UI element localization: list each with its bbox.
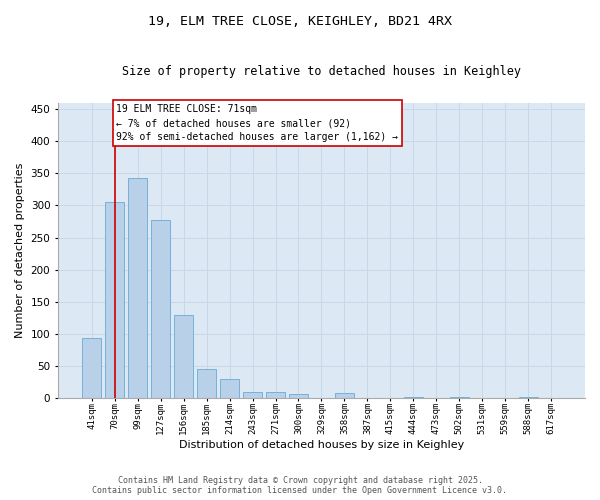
Bar <box>128 178 148 398</box>
Text: Contains HM Land Registry data © Crown copyright and database right 2025.
Contai: Contains HM Land Registry data © Crown c… <box>92 476 508 495</box>
Y-axis label: Number of detached properties: Number of detached properties <box>15 162 25 338</box>
Bar <box>243 392 262 398</box>
Title: Size of property relative to detached houses in Keighley: Size of property relative to detached ho… <box>122 65 521 78</box>
Bar <box>220 379 239 398</box>
Bar <box>174 314 193 398</box>
Text: 19 ELM TREE CLOSE: 71sqm
← 7% of detached houses are smaller (92)
92% of semi-de: 19 ELM TREE CLOSE: 71sqm ← 7% of detache… <box>116 104 398 142</box>
Bar <box>197 368 217 398</box>
Bar <box>289 394 308 398</box>
Bar <box>335 393 354 398</box>
Bar <box>151 220 170 398</box>
Bar <box>82 338 101 398</box>
Bar <box>105 202 124 398</box>
Bar <box>266 392 285 398</box>
Bar <box>404 396 423 398</box>
X-axis label: Distribution of detached houses by size in Keighley: Distribution of detached houses by size … <box>179 440 464 450</box>
Text: 19, ELM TREE CLOSE, KEIGHLEY, BD21 4RX: 19, ELM TREE CLOSE, KEIGHLEY, BD21 4RX <box>148 15 452 28</box>
